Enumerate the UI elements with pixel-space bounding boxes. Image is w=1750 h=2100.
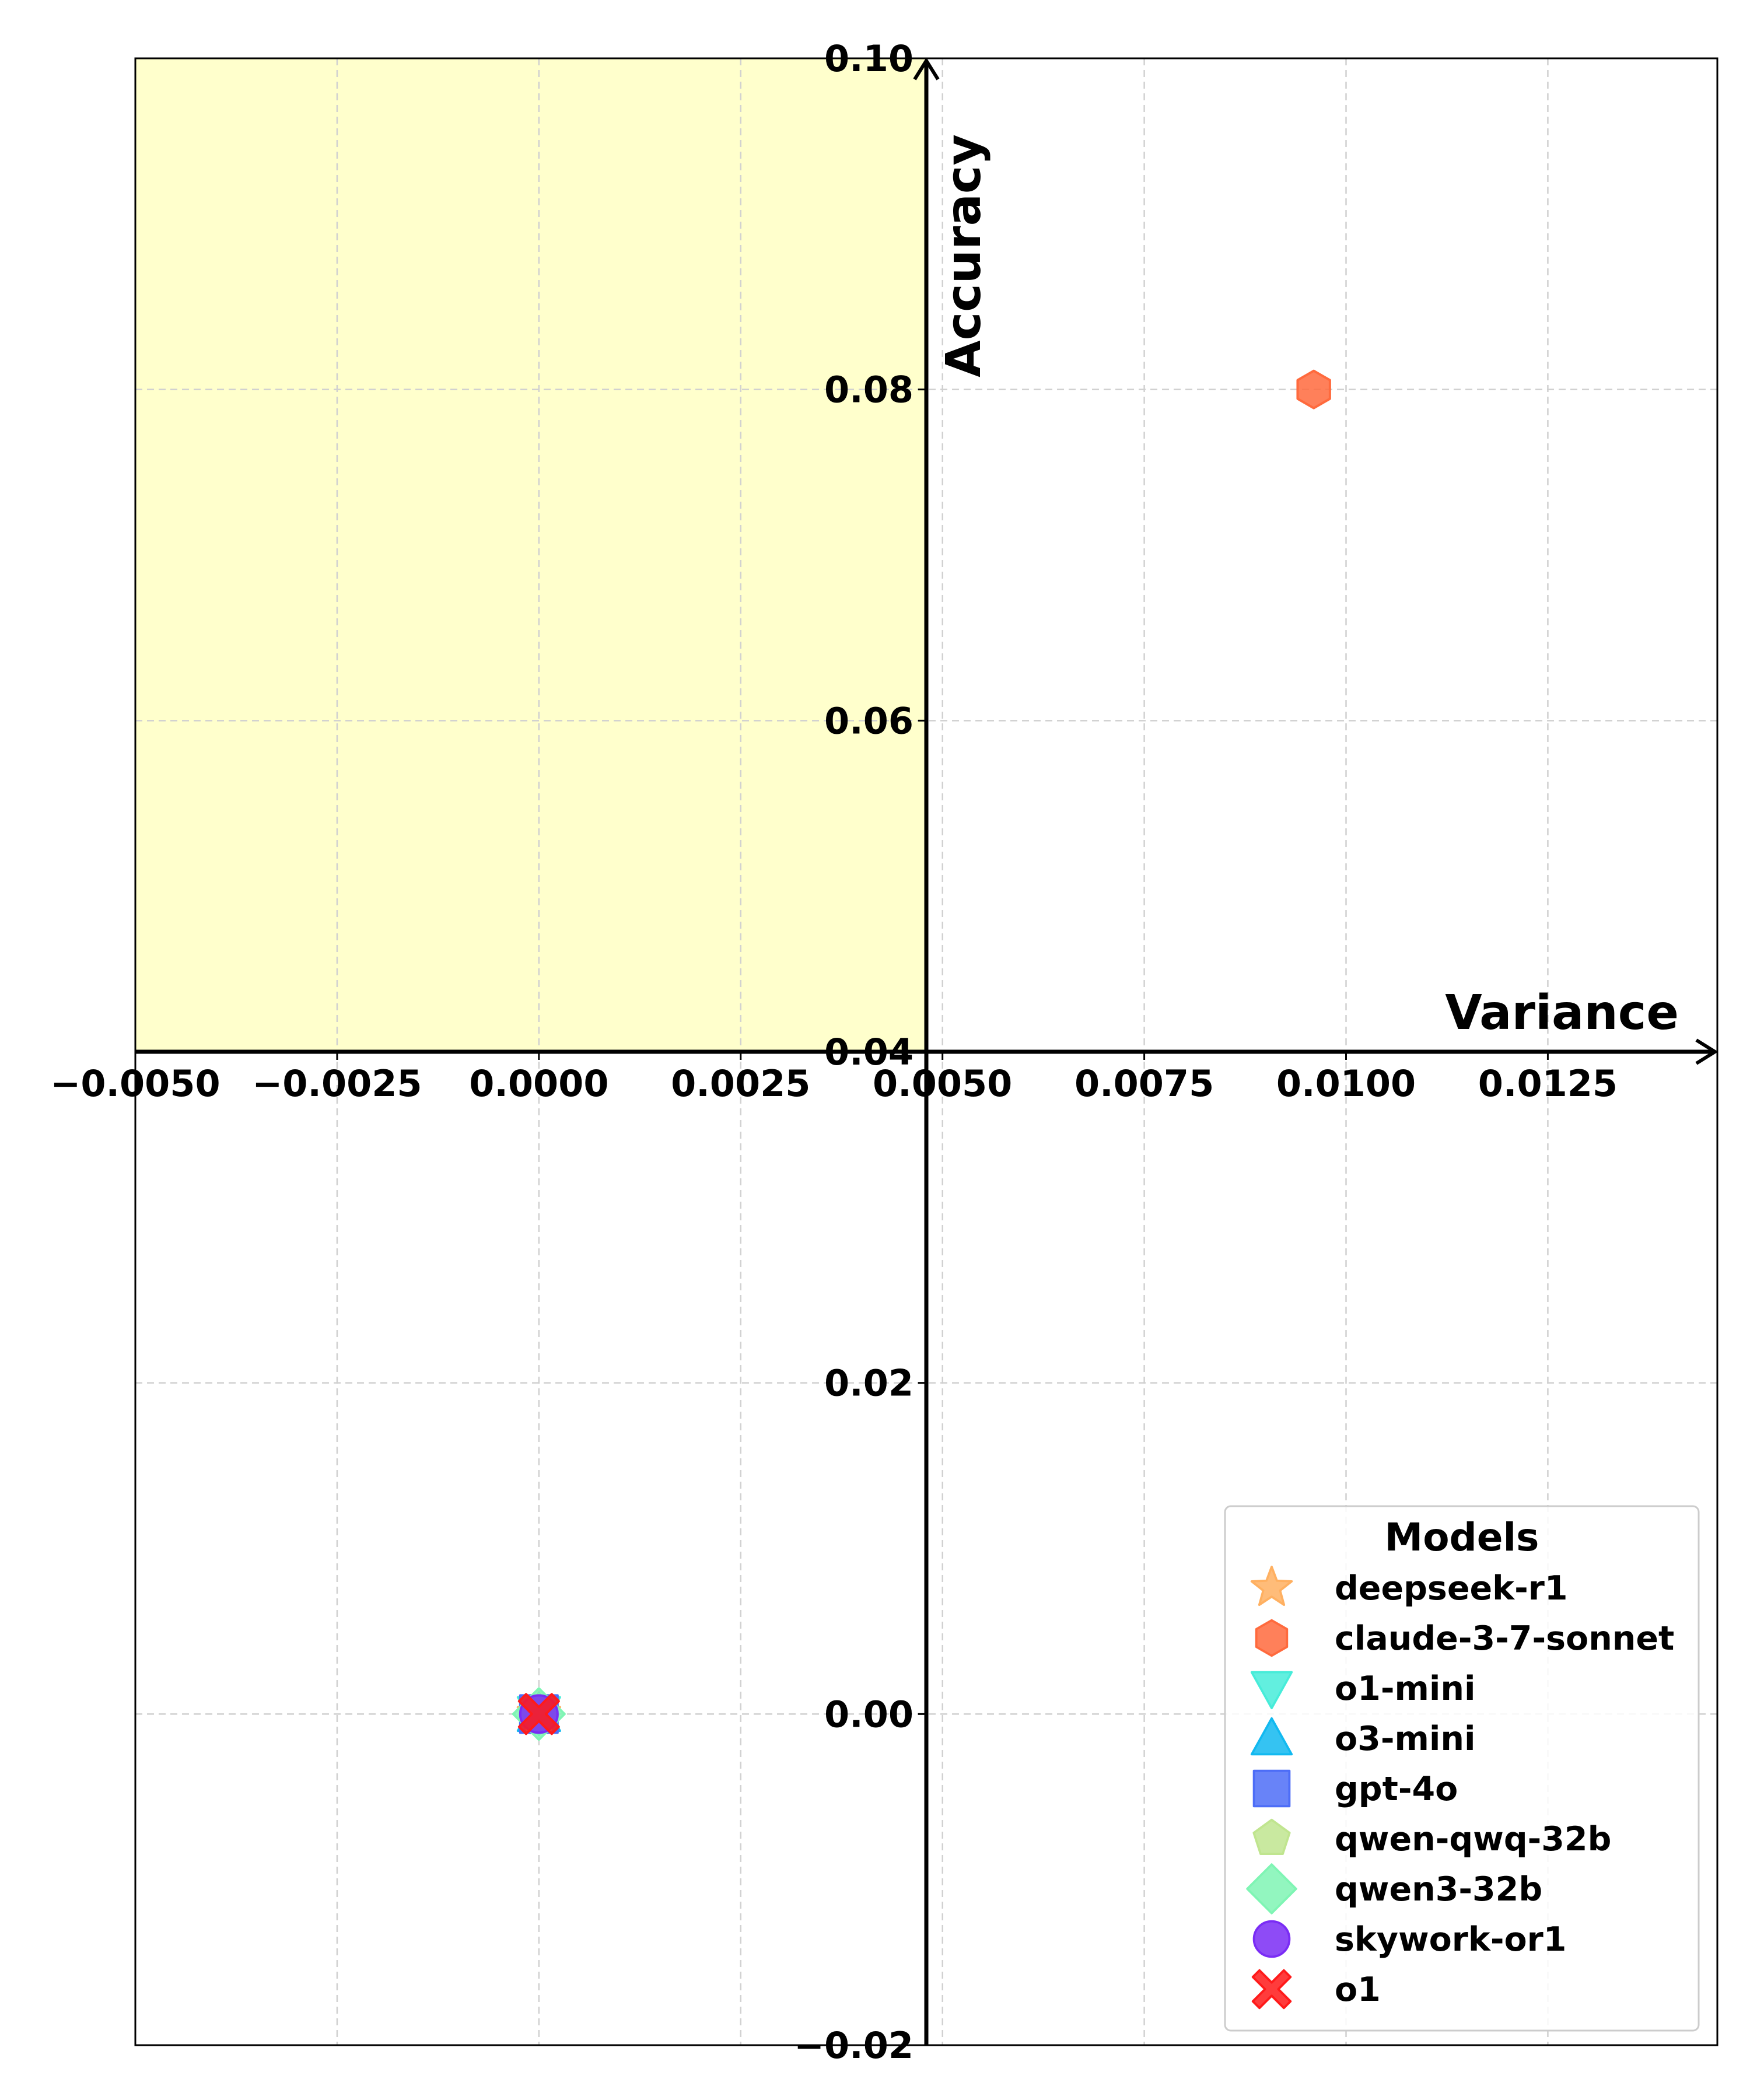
y-tick-label: 0.06: [824, 699, 914, 742]
legend-item: qwen3-32b: [1246, 1863, 1542, 1915]
y-tick-label: 0.04: [824, 1031, 914, 1073]
y-tick-label: 0.08: [824, 369, 914, 411]
legend-label: qwen3-32b: [1335, 1870, 1542, 1909]
legend-item: qwen-qwq-32b: [1252, 1818, 1611, 1859]
legend-marker-skywork-or1: [1252, 1920, 1291, 1958]
legend-label: deepseek-r1: [1335, 1569, 1568, 1608]
y-tick-label: 0.10: [824, 37, 914, 80]
data-point-claude-3-7-sonnet: [1296, 369, 1331, 410]
legend-marker-o1: [1251, 1969, 1292, 2010]
legend-label: o1: [1335, 1971, 1381, 2009]
x-tick-label: 0.0000: [469, 1062, 608, 1105]
legend-item: o1: [1251, 1969, 1381, 2010]
y-tick-label: −0.02: [794, 2024, 914, 2067]
legend-label: o1-mini: [1335, 1670, 1476, 1708]
x-axis-arrow: [1695, 1038, 1718, 1065]
legend-box: [1224, 1505, 1700, 2032]
x-tick-label: 0.0050: [873, 1062, 1012, 1105]
legend-label: skywork-or1: [1335, 1920, 1566, 1959]
y-axis-title: Accuracy: [936, 134, 992, 377]
legend-title: Models: [1385, 1515, 1539, 1560]
legend-label: qwen-qwq-32b: [1335, 1820, 1611, 1859]
x-axis-title: Variance: [1445, 985, 1679, 1041]
legend-marker-qwen3-32b: [1246, 1863, 1297, 1915]
legend-label: claude-3-7-sonnet: [1335, 1619, 1674, 1658]
x-tick-label: 0.0100: [1276, 1062, 1416, 1105]
x-tick-label: 0.0025: [671, 1062, 810, 1105]
x-tick-label: 0.0075: [1074, 1062, 1214, 1105]
legend-label: gpt-4o: [1335, 1770, 1458, 1808]
legend-item: skywork-or1: [1252, 1920, 1566, 1959]
legend-marker-deepseek-r1: [1250, 1565, 1293, 1606]
legend-item: o3-mini: [1250, 1717, 1476, 1758]
x-tick-label: 0.0125: [1478, 1062, 1618, 1105]
legend-marker-o1-mini: [1250, 1671, 1293, 1710]
y-tick-label: 0.02: [824, 1362, 914, 1405]
legend-marker-qwen-qwq-32b: [1252, 1818, 1291, 1856]
legend-item: gpt-4o: [1252, 1769, 1458, 1808]
x-tick-label: −0.0025: [252, 1062, 422, 1105]
legend-marker-gpt-4o: [1252, 1769, 1291, 1808]
legend-marker-o3-mini: [1250, 1717, 1293, 1756]
legend-item: claude-3-7-sonnet: [1255, 1619, 1674, 1658]
legend-label: o3-mini: [1335, 1720, 1476, 1758]
highlight-region: [135, 58, 926, 1052]
y-axis-arrow: [913, 57, 940, 80]
y-tick-label: 0.00: [824, 1693, 914, 1735]
legend-item: o1-mini: [1250, 1670, 1476, 1710]
x-tick-label: −0.0050: [50, 1062, 220, 1105]
legend-item: deepseek-r1: [1250, 1565, 1568, 1608]
legend-marker-claude-3-7-sonnet: [1255, 1619, 1289, 1657]
data-point-o1: [517, 1693, 560, 1735]
